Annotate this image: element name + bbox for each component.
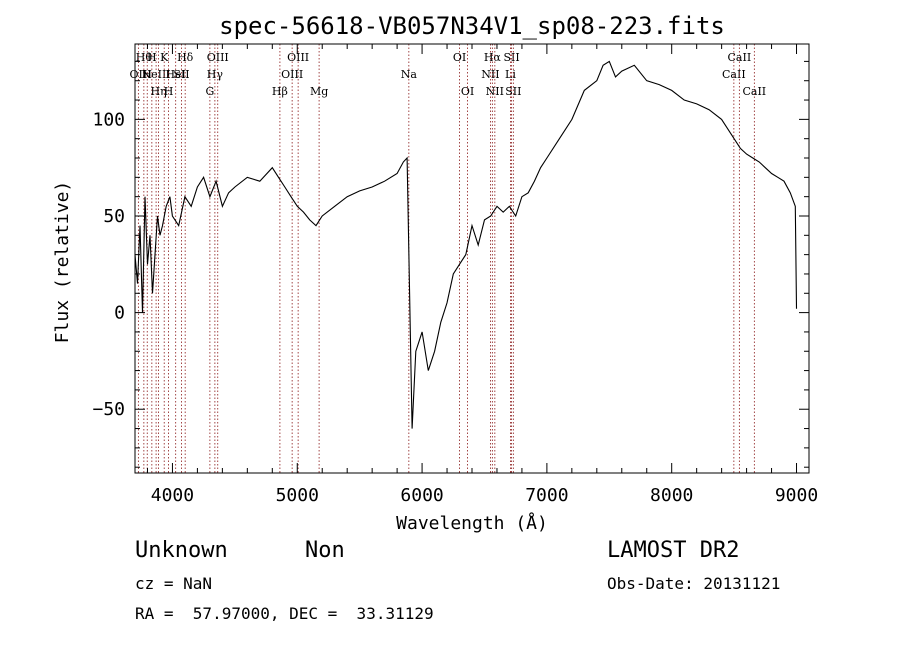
marker-label: Hθ	[136, 51, 153, 64]
marker-label: Li	[505, 68, 516, 81]
cz-text: cz = NaN	[135, 574, 213, 593]
class-label: Unknown	[135, 538, 228, 563]
x-tick-label: 6000	[400, 485, 443, 506]
marker-label: H	[142, 68, 152, 81]
marker-label: H	[164, 85, 174, 98]
marker-label: OIII	[287, 51, 309, 64]
x-tick-label: 9000	[775, 485, 818, 506]
marker-label: NeIII	[142, 68, 171, 81]
marker-label: OI	[453, 51, 466, 64]
marker-label: OIII	[207, 51, 229, 64]
marker-label: K	[160, 51, 169, 64]
chart-title: spec-56618-VB057N34V1_sp08-223.fits	[219, 12, 725, 40]
marker-label: HeI	[165, 68, 185, 81]
spectrum-line	[134, 60, 798, 429]
marker-label: CaII	[742, 85, 766, 98]
marker-label: NII	[486, 85, 504, 98]
survey-label: LAMOST DR2	[607, 538, 740, 563]
radec-text: RA = 57.97000, DEC = 33.31129	[135, 604, 434, 623]
marker-label: Hη	[150, 85, 166, 98]
x-tick-label: 8000	[650, 485, 693, 506]
marker-label: NII	[481, 68, 499, 81]
marker-label: H	[147, 51, 157, 64]
x-tick-label: 4000	[151, 485, 194, 506]
marker-label: CaII	[722, 68, 746, 81]
marker-label: Hα	[484, 51, 502, 64]
x-tick-label: 5000	[276, 485, 319, 506]
marker-label: Hγ	[207, 68, 224, 81]
marker-label: OI	[461, 85, 474, 98]
marker-label: Hβ	[272, 85, 288, 98]
axis-layer: 4000 5000 6000 7000 8000 9000 −50 0 50 100	[92, 44, 818, 506]
y-tick-label: 100	[92, 109, 125, 130]
marker-label: Mg	[310, 85, 328, 98]
marker-label: OII	[130, 68, 148, 81]
subclass-label: Non	[305, 538, 345, 563]
marker-label: G	[205, 85, 214, 98]
marker-label: SII	[505, 85, 521, 98]
marker-label: Hδ	[177, 51, 194, 64]
x-axis-label: Wavelength (Å)	[396, 512, 548, 534]
x-tick-label: 7000	[525, 485, 568, 506]
marker-label: CaII	[728, 51, 752, 64]
plot-frame	[134, 43, 810, 474]
marker-label: SII	[503, 51, 519, 64]
y-tick-label: 0	[114, 303, 125, 324]
obs-date-text: Obs-Date: 20131121	[607, 574, 781, 593]
y-tick-label: −50	[92, 399, 125, 420]
marker-label: OIII	[281, 68, 303, 81]
marker-label: Na	[401, 68, 418, 81]
y-axis-label: Flux (relative)	[52, 181, 73, 344]
marker-label: SII	[173, 68, 189, 81]
y-tick-label: 50	[103, 206, 125, 227]
line-marker-layer: HθHHOIINeIIIHηKHHeISIIHδGHγOIIIHβOIIIOII…	[130, 44, 766, 473]
